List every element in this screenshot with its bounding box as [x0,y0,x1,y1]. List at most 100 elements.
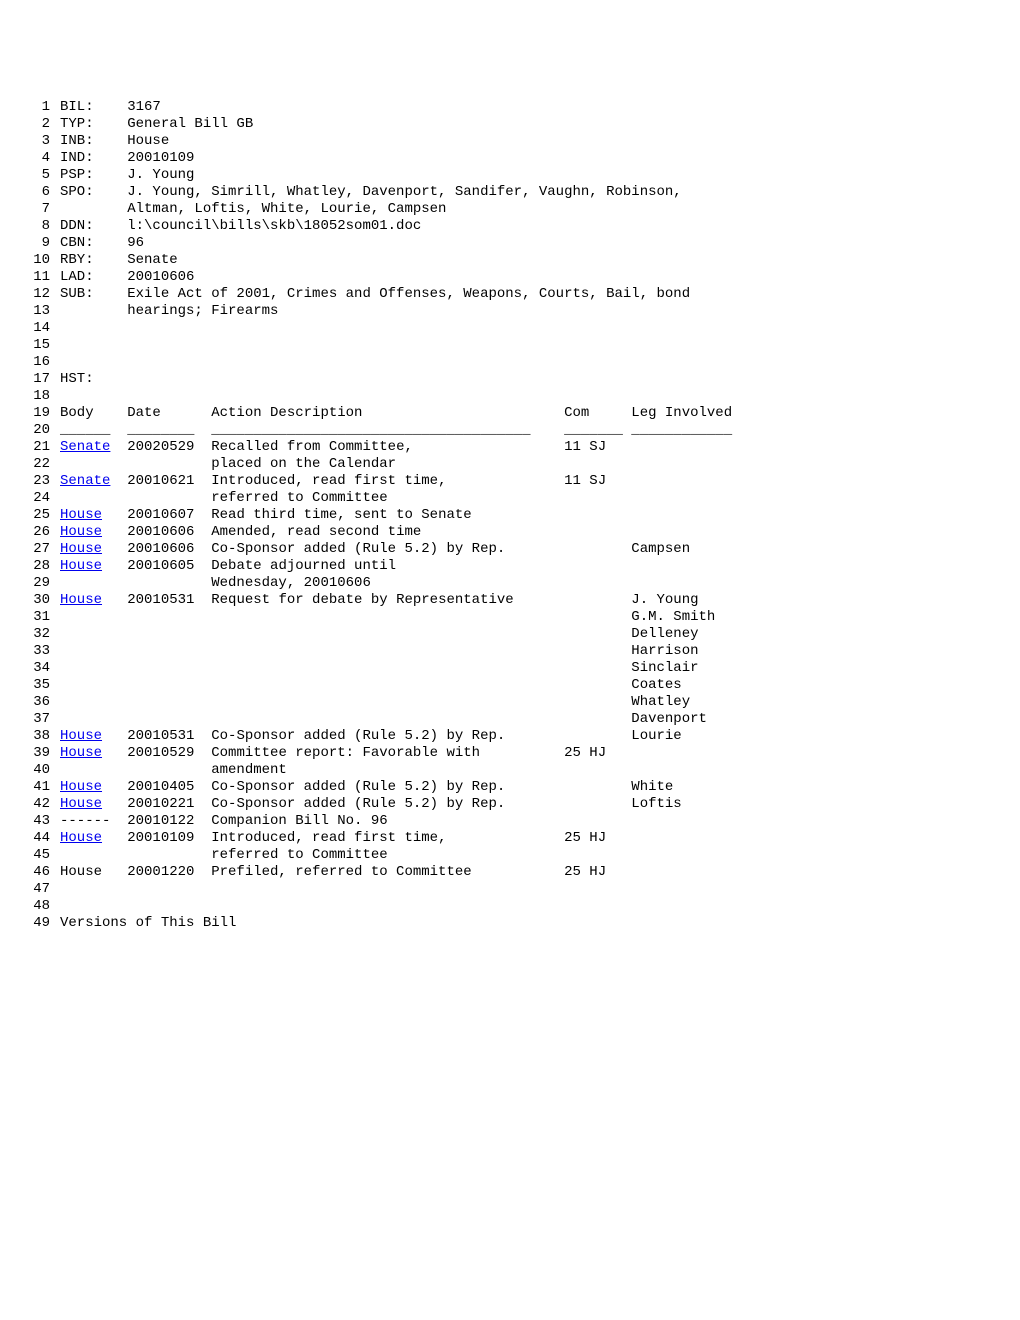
line-rest: 20010531 Co-Sponsor added (Rule 5.2) by … [102,728,682,744]
line-content: hearings; Firearms [60,304,278,318]
line-number: 46 [20,865,50,879]
document-line: 47 [20,882,970,899]
line-content: TYP: General Bill GB [60,117,253,131]
line-number: 33 [20,644,50,658]
line-content: placed on the Calendar [60,457,396,471]
body-link[interactable]: House [60,558,102,574]
line-rest: 20010621 Introduced, read first time, 11… [110,473,606,489]
line-number: 28 [20,559,50,573]
line-number: 29 [20,576,50,590]
line-content: SPO: J. Young, Simrill, Whatley, Davenpo… [60,185,682,199]
body-link[interactable]: House [60,779,102,795]
line-content: House 20010607 Read third time, sent to … [60,508,472,522]
line-number: 19 [20,406,50,420]
line-number: 23 [20,474,50,488]
line-number: 5 [20,168,50,182]
document-line: 29 Wednesday, 20010606 [20,576,970,593]
line-rest: 20020529 Recalled from Committee, 11 SJ [110,439,606,455]
line-number: 30 [20,593,50,607]
line-content: House 20010606 Co-Sponsor added (Rule 5.… [60,542,690,556]
document-line: 17HST: [20,372,970,389]
line-content: House 20010405 Co-Sponsor added (Rule 5.… [60,780,673,794]
line-number: 20 [20,423,50,437]
line-number: 41 [20,780,50,794]
document-line: 45 referred to Committee [20,848,970,865]
document-line: 26House 20010606 Amended, read second ti… [20,525,970,542]
line-rest: 20010606 Amended, read second time [102,524,421,540]
body-link[interactable]: House [60,728,102,744]
line-rest: 20010221 Co-Sponsor added (Rule 5.2) by … [102,796,682,812]
line-rest: 20010529 Committee report: Favorable wit… [102,745,606,761]
line-number: 47 [20,882,50,896]
line-number: 21 [20,440,50,454]
line-number: 34 [20,661,50,675]
line-number: 1 [20,100,50,114]
line-number: 16 [20,355,50,369]
line-rest: 20010109 Introduced, read first time, 25… [102,830,606,846]
document-line: 46House 20001220 Prefiled, referred to C… [20,865,970,882]
body-link[interactable]: House [60,524,102,540]
line-content: House 20010605 Debate adjourned until [60,559,396,573]
document-line: 38House 20010531 Co-Sponsor added (Rule … [20,729,970,746]
line-number: 2 [20,117,50,131]
line-number: 31 [20,610,50,624]
document-line: 9CBN: 96 [20,236,970,253]
document-line: 23 Senate 20010621 Introduced, read first… [20,474,970,491]
line-content: PSP: J. Young [60,168,194,182]
line-number: 3 [20,134,50,148]
document-line: 18 [20,389,970,406]
line-number: 25 [20,508,50,522]
document-line: 22 placed on the Calendar [20,457,970,474]
document-line: 12 SUB: Exile Act of 2001, Crimes and Off… [20,287,970,304]
line-content: House 20010221 Co-Sponsor added (Rule 5.… [60,797,682,811]
document-line: 4IND: 20010109 [20,151,970,168]
body-link[interactable]: House [60,507,102,523]
document-line: 30 House 20010531 Request for debate by R… [20,593,970,610]
document-line: 32 Delleney [20,627,970,644]
line-number: 24 [20,491,50,505]
document-line: 5 PSP: J. Young [20,168,970,185]
line-number: 15 [20,338,50,352]
line-number: 14 [20,321,50,335]
line-content: BIL: 3167 [60,100,161,114]
line-number: 40 [20,763,50,777]
document-line: 42 House 20010221 Co-Sponsor added (Rule … [20,797,970,814]
document-line: 34 Sinclair [20,661,970,678]
line-content: Versions of This Bill [60,916,236,930]
body-link[interactable]: House [60,541,102,557]
line-content: LAD: 20010606 [60,270,194,284]
line-number: 42 [20,797,50,811]
body-link[interactable]: House [60,830,102,846]
line-number: 7 [20,202,50,216]
line-content: House 20010531 Co-Sponsor added (Rule 5.… [60,729,682,743]
document-line: 39House 20010529 Committee report: Favor… [20,746,970,763]
document-line: 15 [20,338,970,355]
body-link[interactable]: Senate [60,473,110,489]
document-line: 14 [20,321,970,338]
document-line: 40 amendment [20,763,970,780]
body-link[interactable]: House [60,745,102,761]
line-content: Altman, Loftis, White, Lourie, Campsen [60,202,446,216]
line-number: 35 [20,678,50,692]
body-link[interactable]: Senate [60,439,110,455]
line-content: SUB: Exile Act of 2001, Crimes and Offen… [60,287,690,301]
line-content: Harrison [60,644,699,658]
document-line: 44 House 20010109 Introduced, read first … [20,831,970,848]
line-content: House 20010531 Request for debate by Rep… [60,593,699,607]
document-line: 8DDN: l:\council\bills\skb\18052som01.do… [20,219,970,236]
document-line: 28 House 20010605 Debate adjourned until [20,559,970,576]
document-line: 35 Coates [20,678,970,695]
document-line: 2 TYP: General Bill GB [20,117,970,134]
line-content: Senate 20020529 Recalled from Committee,… [60,440,606,454]
line-content: House 20010109 Introduced, read first ti… [60,831,606,845]
line-number: 18 [20,389,50,403]
document-line: 49Versions of This Bill [20,916,970,933]
line-number: 12 [20,287,50,301]
body-link[interactable]: House [60,796,102,812]
line-content: House 20010606 Amended, read second time [60,525,421,539]
line-number: 27 [20,542,50,556]
document-line: 43------ 20010122 Companion Bill No. 96 [20,814,970,831]
line-number: 44 [20,831,50,845]
document-line: 7 Altman, Loftis, White, Lourie, Campsen [20,202,970,219]
body-link[interactable]: House [60,592,102,608]
